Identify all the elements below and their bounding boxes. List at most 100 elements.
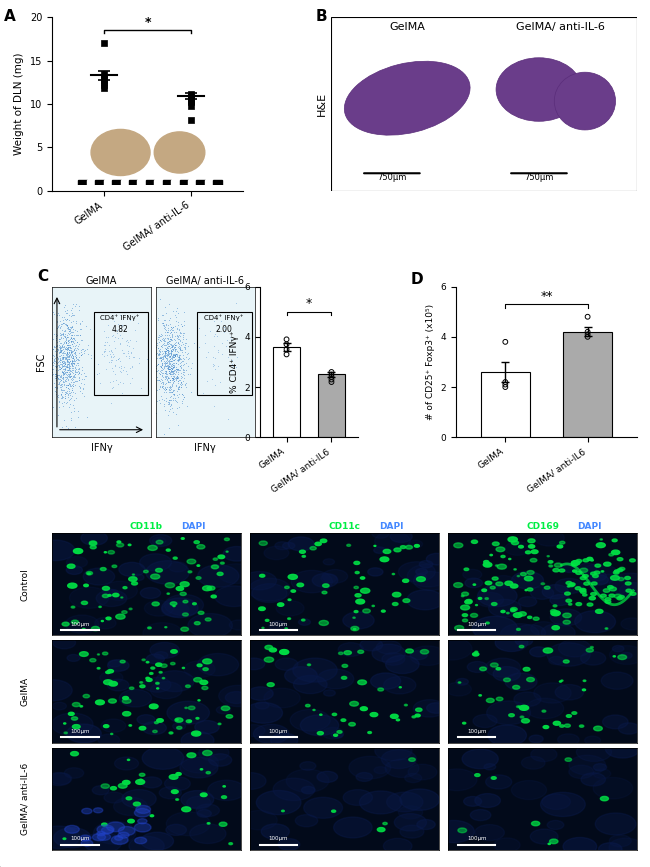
- Point: [65, 392, 75, 406]
- Point: [72, 341, 82, 355]
- Point: [100, 362, 110, 375]
- Point: [162, 355, 172, 369]
- Point: [162, 373, 172, 387]
- Point: [57, 420, 68, 434]
- Point: [55, 332, 66, 346]
- Circle shape: [92, 627, 99, 630]
- Point: [101, 329, 111, 343]
- Point: [60, 341, 70, 355]
- Circle shape: [551, 610, 556, 613]
- Point: [122, 333, 132, 347]
- Point: [57, 316, 68, 329]
- Point: [166, 352, 177, 366]
- Point: [61, 342, 72, 355]
- Point: [66, 374, 77, 388]
- Circle shape: [382, 653, 405, 665]
- Point: [159, 336, 169, 349]
- Circle shape: [511, 610, 515, 612]
- Circle shape: [195, 720, 219, 733]
- Point: [155, 351, 165, 365]
- Point: [164, 393, 175, 407]
- Point: [163, 361, 174, 375]
- Point: [92, 367, 103, 381]
- Point: [60, 365, 71, 379]
- Point: [109, 349, 120, 363]
- Circle shape: [133, 574, 135, 575]
- Circle shape: [486, 698, 494, 702]
- Circle shape: [521, 756, 545, 769]
- Point: [127, 342, 138, 355]
- Point: [167, 385, 177, 399]
- Point: [66, 349, 76, 362]
- Point: [107, 347, 118, 361]
- Circle shape: [595, 564, 601, 567]
- Point: [164, 297, 174, 311]
- Point: [165, 325, 176, 339]
- Point: [68, 369, 79, 383]
- Text: 100μm: 100μm: [71, 837, 90, 842]
- Point: [60, 331, 71, 345]
- Point: [58, 359, 68, 373]
- Point: [50, 363, 60, 377]
- Point: [54, 354, 64, 368]
- Circle shape: [218, 685, 258, 707]
- Point: [174, 401, 184, 414]
- Point: [209, 358, 219, 372]
- Circle shape: [610, 576, 619, 580]
- Circle shape: [138, 818, 147, 824]
- Point: [121, 334, 131, 348]
- Text: H&E: H&E: [317, 92, 326, 116]
- Point: [160, 381, 170, 395]
- Point: [60, 336, 71, 349]
- Point: [51, 339, 61, 353]
- Point: [166, 339, 177, 353]
- Title: GelMA: GelMA: [86, 276, 117, 286]
- Point: [67, 321, 77, 335]
- Point: [164, 375, 174, 388]
- Point: [51, 373, 61, 387]
- Circle shape: [580, 589, 585, 592]
- Circle shape: [407, 590, 443, 610]
- Point: [64, 377, 75, 391]
- Point: [62, 321, 73, 335]
- Point: [179, 305, 189, 319]
- Point: [55, 342, 65, 355]
- Point: [68, 368, 79, 382]
- Point: [55, 388, 66, 401]
- Point: [54, 332, 64, 346]
- Point: [60, 351, 71, 365]
- Point: [159, 359, 169, 373]
- Point: [172, 302, 182, 316]
- Point: [155, 344, 165, 358]
- Point: [51, 360, 61, 374]
- Point: [68, 354, 79, 368]
- Circle shape: [351, 626, 359, 630]
- Circle shape: [265, 645, 272, 649]
- Point: [52, 368, 62, 381]
- Circle shape: [465, 600, 472, 604]
- Point: [281, 342, 292, 356]
- Point: [66, 321, 76, 335]
- Point: [326, 375, 337, 389]
- Circle shape: [96, 590, 127, 607]
- Circle shape: [466, 599, 472, 603]
- Point: [57, 383, 67, 397]
- Point: [57, 386, 67, 400]
- Point: [103, 344, 114, 358]
- Circle shape: [229, 620, 248, 630]
- Circle shape: [139, 773, 145, 776]
- Circle shape: [454, 543, 463, 548]
- Point: [55, 355, 65, 369]
- Circle shape: [140, 588, 161, 598]
- Circle shape: [575, 610, 616, 633]
- Point: [170, 393, 181, 407]
- Point: [161, 356, 171, 370]
- Point: [162, 337, 172, 351]
- Circle shape: [349, 756, 391, 779]
- Point: [64, 340, 75, 354]
- Point: [169, 349, 179, 363]
- Point: [60, 352, 70, 366]
- Point: [56, 327, 66, 341]
- Circle shape: [508, 537, 517, 542]
- Circle shape: [188, 720, 191, 721]
